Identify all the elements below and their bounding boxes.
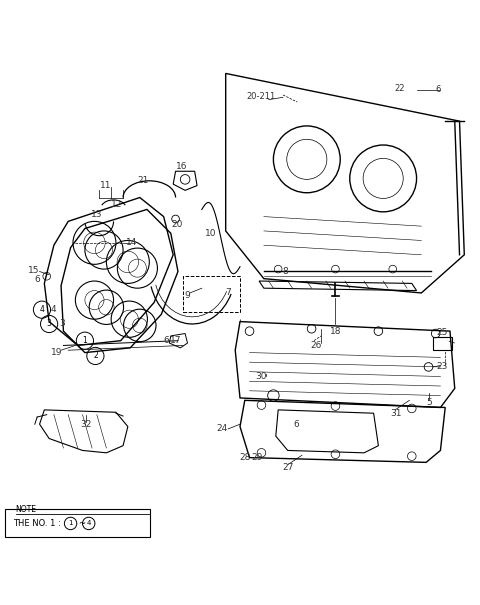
- Text: 1: 1: [68, 520, 73, 526]
- Text: 26: 26: [311, 341, 322, 350]
- Text: THE NO. 1 :: THE NO. 1 :: [13, 519, 64, 528]
- Text: 10: 10: [204, 229, 216, 238]
- Bar: [183, 276, 240, 312]
- Text: 6: 6: [436, 85, 441, 94]
- Text: 24: 24: [216, 425, 228, 433]
- Text: 27: 27: [282, 463, 293, 472]
- Text: 29: 29: [252, 453, 263, 462]
- Text: 3: 3: [60, 319, 65, 329]
- Text: 4: 4: [86, 520, 91, 526]
- Text: 4: 4: [50, 305, 56, 314]
- Text: 21: 21: [137, 176, 149, 185]
- Text: 6: 6: [163, 336, 169, 345]
- Text: 1: 1: [83, 336, 87, 345]
- Text: 15: 15: [28, 266, 39, 275]
- Text: 16: 16: [176, 162, 188, 171]
- Text: 18: 18: [330, 327, 341, 336]
- Text: 17: 17: [170, 336, 182, 345]
- Bar: [433, 337, 452, 350]
- Text: 31: 31: [391, 409, 402, 417]
- Text: 20-211: 20-211: [247, 92, 276, 101]
- Text: 7: 7: [225, 289, 231, 298]
- Text: 11: 11: [100, 181, 111, 190]
- Text: 14: 14: [126, 238, 137, 247]
- Text: 22: 22: [395, 84, 405, 93]
- Text: NOTE: NOTE: [16, 505, 36, 514]
- Text: 23: 23: [437, 362, 448, 371]
- Text: 32: 32: [80, 420, 92, 429]
- Text: 28: 28: [240, 453, 251, 462]
- Text: 9: 9: [185, 291, 191, 300]
- Text: 13: 13: [91, 210, 103, 219]
- Text: ~: ~: [78, 519, 85, 528]
- Text: 19: 19: [50, 348, 62, 357]
- Text: 6: 6: [293, 420, 299, 429]
- Text: 5: 5: [426, 398, 432, 407]
- Text: 30: 30: [256, 372, 267, 381]
- Text: 12: 12: [111, 200, 122, 209]
- Text: 6: 6: [34, 275, 40, 284]
- Text: 2: 2: [93, 352, 98, 361]
- Text: 20: 20: [171, 220, 183, 229]
- Text: 4: 4: [39, 305, 44, 314]
- Text: 3: 3: [47, 319, 51, 329]
- Text: 8: 8: [282, 267, 288, 276]
- Text: 25: 25: [437, 327, 448, 336]
